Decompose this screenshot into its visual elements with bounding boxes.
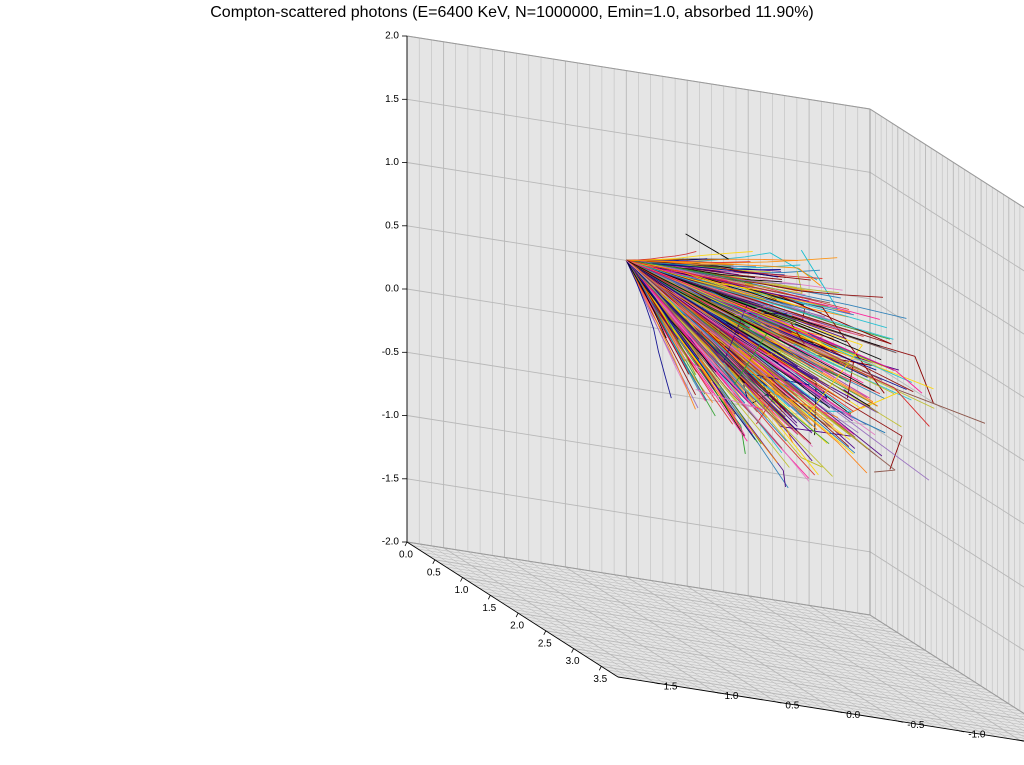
x-tick-label: 1.5	[482, 603, 496, 614]
x-tick-label: 0.0	[399, 550, 413, 561]
y-tick-label: 0.0	[846, 710, 860, 721]
x-tick-mark	[488, 595, 490, 599]
y-tick-label: 1.0	[725, 691, 739, 702]
x-tick-mark	[516, 613, 518, 617]
y-tick-label: -0.5	[907, 720, 925, 731]
x-tick-label: 3.5	[593, 674, 607, 685]
x-tick-mark	[572, 649, 574, 653]
z-tick-label: 0.5	[385, 220, 399, 231]
x-tick-mark	[405, 542, 407, 546]
y-tick-label: 0.5	[785, 701, 799, 712]
x-tick-mark	[461, 578, 463, 582]
z-tick-label: -1.5	[382, 473, 400, 484]
z-tick-label: -2.0	[382, 537, 400, 548]
z-tick-label: -0.5	[382, 347, 400, 358]
x-tick-label: 2.5	[538, 638, 552, 649]
y-tick-label: 1.5	[664, 681, 678, 692]
axis-panes	[407, 36, 1024, 750]
x-tick-mark	[433, 560, 435, 564]
y-tick-label: -1.0	[968, 729, 986, 740]
z-tick-label: 1.5	[385, 94, 399, 105]
x-tick-mark	[544, 631, 546, 635]
z-tick-label: 0.0	[385, 284, 399, 295]
z-tick-label: -1.0	[382, 410, 400, 421]
x-tick-label: 0.5	[427, 567, 441, 578]
z-tick-label: 1.0	[385, 157, 399, 168]
x-tick-label: 2.0	[510, 621, 524, 632]
z-tick-label: 2.0	[385, 31, 399, 42]
chart-title: Compton-scattered photons (E=6400 KeV, N…	[0, 4, 1024, 22]
x-tick-mark	[599, 666, 601, 670]
x-tick-label: 3.0	[566, 656, 580, 667]
x-tick-label: 1.0	[455, 585, 469, 596]
